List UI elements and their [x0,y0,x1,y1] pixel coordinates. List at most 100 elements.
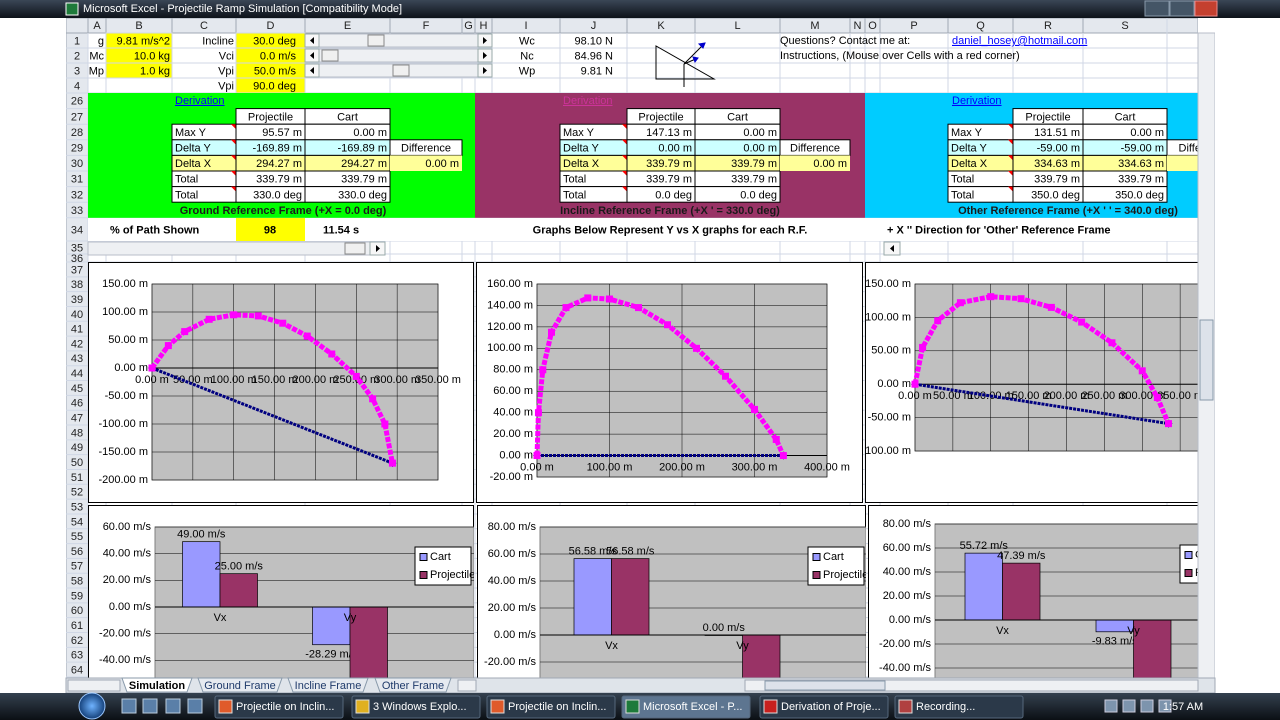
comment-marker [622,186,627,192]
y-tick-label: 0.00 m/s [889,614,932,626]
bar [219,573,258,608]
vertical-scroll-thumb [1199,319,1214,401]
title-bar [0,0,1280,18]
comment-marker [622,171,627,176]
row-number: 41 [71,324,83,336]
y-tick-label: 150.00 m [102,278,148,290]
value-label: 56.58 m/s [606,546,655,558]
sheet-tab-label: Ground Frame [204,680,276,692]
x-tick-label: 50.00 m [173,374,213,386]
y-tick-label: 60.00 m/s [488,548,537,560]
sheet-tab[interactable] [287,677,369,693]
y-tick-label: 100.00 m [102,306,148,318]
force-label: Nc [520,50,534,62]
y-tick-label: 20.00 m/s [883,590,932,602]
row-label: Total [175,174,198,186]
projectile-marker [693,344,700,352]
projectile-marker [148,364,156,372]
difference-label: Difference [401,143,451,155]
projectile-marker [1153,394,1161,402]
table-value: -169.89 m [252,143,302,155]
x-tick-label: 200.00 m [1044,390,1090,402]
projectile-marker [911,380,919,388]
y-tick-label: 100.00 m [865,311,911,323]
y-tick-label: 120.00 m [487,321,533,333]
taskbar-item-icon [490,699,505,714]
table-header: Projectile [1025,111,1070,123]
projectile-marker [1164,420,1172,428]
projectile-marker [664,321,671,329]
projectile-marker [635,304,642,312]
force-arrows [692,42,706,64]
comment-marker [1008,155,1013,161]
x-tick-label: 300.00 m [732,461,778,473]
taskbar-item [486,695,616,719]
column-letter: N [854,20,862,32]
row-number: 28 [71,127,83,139]
sheet-tab[interactable] [374,677,452,693]
sheet-tab-label: Simulation [129,680,186,692]
input-label: Incline [202,35,234,47]
bar [312,606,351,646]
path-label: % of Path Shown [110,224,200,236]
column-letter: L [734,20,740,32]
column-letter: F [423,20,430,32]
difference-cell [780,155,850,171]
row-label: Delta Y [951,143,988,155]
value-label: 0.00 m/s [703,622,746,634]
category-label: Vy [344,612,357,624]
percent-value: 98 [264,224,276,236]
slider-track [304,33,493,48]
table-header: Cart [1115,111,1136,123]
comment-marker [1008,186,1013,192]
contact-email[interactable]: daniel_hosey@hotmail.com [952,35,1087,47]
y-tick-label: 80.00 m/s [883,518,932,530]
row-number: 35 [71,242,83,254]
sheet-tab[interactable] [197,677,283,693]
derivation-link[interactable]: Derivation [175,95,225,107]
x-tick-label: 300.00 m [374,374,420,386]
force-diagram [655,42,716,87]
row-number: 60 [71,605,83,617]
comment-marker [231,155,236,161]
x-tick-label: 100.00 m [587,461,633,473]
row-number: 34 [71,224,83,236]
y-tick-label: 40.00 m/s [488,575,537,587]
derivation-link[interactable]: Derivation [952,95,1002,107]
legend-swatch [419,553,428,561]
projectile-marker [562,304,570,312]
taskbar-item-label: Microsoft Excel - P... [643,701,742,713]
bar [182,541,221,608]
group: 60.00 m/s 40.00 m/s 20.00 m/s 0.00 m/s -20.0… [88,505,474,678]
derivation-link[interactable]: Derivation [563,95,613,107]
bar [611,558,650,636]
row-label: Total [951,174,974,186]
y-tick-label: 50.00 m [108,334,148,346]
start-button[interactable] [78,692,106,720]
comment-marker [1008,139,1013,145]
x-tick-label: 400.00 m [804,461,850,473]
x-tick-label: 0.00 m [520,461,554,473]
row-number: 45 [71,383,83,395]
time-value: 11.54 s [323,224,359,236]
projectile-marker [934,317,942,325]
tray-icon [1122,699,1136,713]
sheet-tab-label: Other Frame [382,680,444,692]
taskbar-item-icon [625,699,640,714]
x-tick-label: 250.00 m [1081,390,1127,402]
table-value: 339.79 m [341,174,387,186]
path-scroll-thumb [344,242,366,255]
sheet-tab[interactable] [121,677,193,693]
column-letter: Q [976,20,985,32]
row-number: 32 [71,189,83,201]
legend-label: Cart [823,551,844,563]
difference-cell [390,155,462,171]
y-tick-label: -50.00 m [868,412,911,424]
row-label: Total [563,174,586,186]
input-label: Vpi [218,80,234,92]
y-tick-label: 0.00 m [499,449,533,461]
table-value: 339.79 m [731,174,777,186]
app-icon [65,2,79,16]
table-value: 339.79 m [256,174,302,186]
